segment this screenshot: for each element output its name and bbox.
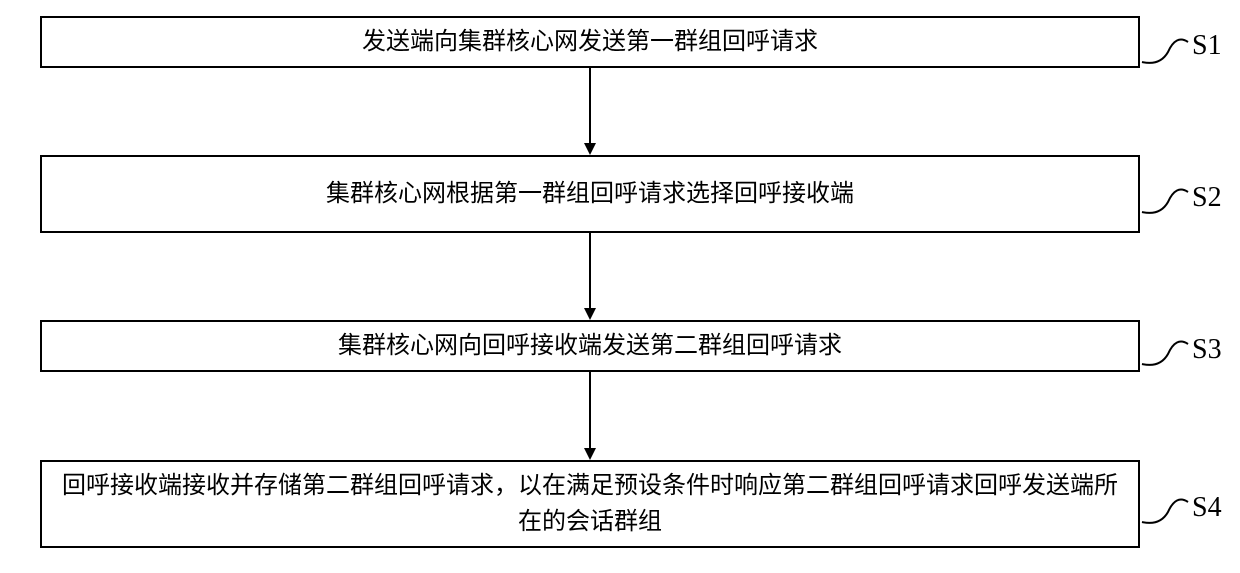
- step-s3: 集群核心网向回呼接收端发送第二群组回呼请求: [40, 320, 1140, 372]
- brace-s2: [1140, 172, 1190, 216]
- label-text: S1: [1192, 30, 1222, 61]
- label-s2: S2: [1192, 182, 1222, 214]
- step-s1: 发送端向集群核心网发送第一群组回呼请求: [40, 16, 1140, 68]
- label-s3: S3: [1192, 334, 1222, 366]
- step-text: 集群核心网根据第一群组回呼请求选择回呼接收端: [326, 176, 854, 212]
- arrow-s2-s3: [580, 233, 600, 320]
- label-s1: S1: [1192, 30, 1222, 62]
- arrow-s3-s4: [580, 372, 600, 460]
- step-text: 发送端向集群核心网发送第一群组回呼请求: [362, 24, 818, 60]
- step-text: 集群核心网向回呼接收端发送第二群组回呼请求: [338, 328, 842, 364]
- label-text: S3: [1192, 334, 1222, 365]
- brace-s3: [1140, 324, 1190, 368]
- step-text: 回呼接收端接收并存储第二群组回呼请求，以在满足预设条件时响应第二群组回呼请求回呼…: [62, 468, 1118, 540]
- label-s4: S4: [1192, 492, 1222, 524]
- step-s4: 回呼接收端接收并存储第二群组回呼请求，以在满足预设条件时响应第二群组回呼请求回呼…: [40, 460, 1140, 548]
- label-text: S4: [1192, 492, 1222, 523]
- arrow-s1-s2: [580, 68, 600, 155]
- brace-s1: [1140, 22, 1190, 66]
- flowchart-container: 发送端向集群核心网发送第一群组回呼请求 集群核心网根据第一群组回呼请求选择回呼接…: [0, 0, 1240, 573]
- brace-s4: [1140, 482, 1190, 526]
- step-s2: 集群核心网根据第一群组回呼请求选择回呼接收端: [40, 155, 1140, 233]
- label-text: S2: [1192, 182, 1222, 213]
